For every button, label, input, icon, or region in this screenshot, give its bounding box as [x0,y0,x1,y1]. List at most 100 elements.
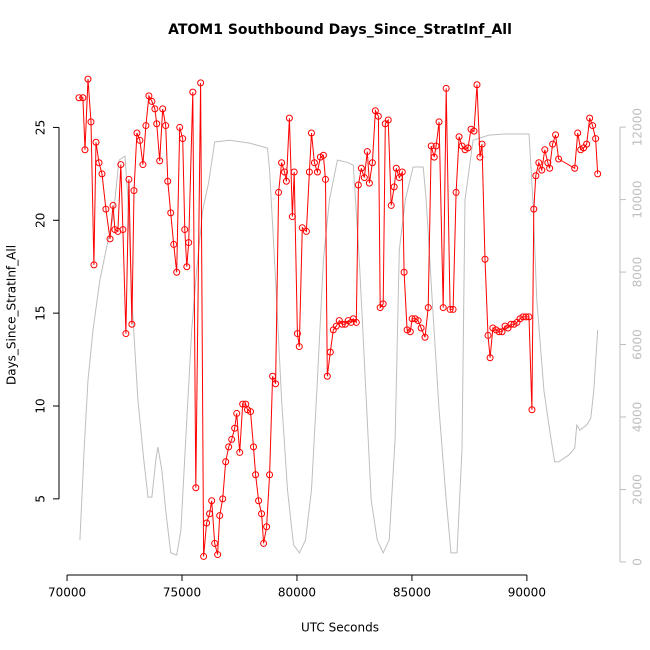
point [145,92,153,100]
point [231,424,239,432]
x-tick-label: 85000 [393,586,431,600]
point [208,497,216,505]
x-tick-label: 90000 [508,586,546,600]
point [203,519,211,527]
point [192,484,200,492]
point [269,372,277,380]
point [176,123,184,131]
point [417,324,425,332]
y-tick-label: 10 [34,398,48,413]
x-axis-label: UTC Seconds [301,621,379,635]
point [181,226,189,234]
point [272,380,280,388]
point [288,213,296,221]
point [390,183,398,191]
point [148,97,156,105]
point [75,94,83,102]
point [552,131,560,139]
point [228,435,236,443]
point [282,177,290,185]
point [455,133,463,141]
point [109,201,117,209]
point [122,330,130,338]
y-tick-label: 15 [34,306,48,321]
point [179,135,187,143]
point [102,205,110,213]
point [326,348,334,356]
point [295,343,303,351]
point [173,268,181,276]
point [571,164,579,172]
point [164,177,172,185]
point [384,116,392,124]
point [400,268,408,276]
point [395,174,403,182]
point [290,168,298,176]
point [427,142,435,150]
y-tick-label: 5 [34,495,48,503]
point [338,320,346,328]
point [478,140,486,148]
point [266,471,274,479]
point [398,168,406,176]
point [592,135,600,143]
point [522,313,530,321]
point [260,539,268,547]
point [92,138,100,146]
point [185,239,193,247]
point [408,315,416,323]
point [484,331,492,339]
x-tick-label: 80000 [278,586,316,600]
point [255,497,263,505]
point [216,512,224,520]
point [449,305,457,313]
point [206,510,214,518]
point [583,140,591,148]
x-tick-label: 75000 [163,586,201,600]
point [214,551,222,559]
point [98,170,106,178]
point [151,105,159,113]
point [225,443,233,451]
point [525,313,533,321]
point [252,471,260,479]
point [90,261,98,269]
point [546,164,554,172]
point [538,166,546,174]
y2-tick-label: 2000 [631,474,645,505]
point [319,151,327,159]
point [528,406,536,414]
point [275,188,283,196]
point [233,409,241,417]
point [476,153,484,161]
point [298,224,306,232]
point [307,129,315,137]
point [421,333,429,341]
point [594,170,602,178]
point [530,205,538,213]
point [332,322,340,330]
point [535,159,543,167]
y2-tick-label: 12000 [631,108,645,146]
point [368,159,376,167]
point [555,155,563,163]
y2-tick-label: 4000 [631,402,645,433]
chart-title: ATOM1 Southbound Days_Since_StratInf_All [168,22,512,38]
point [130,187,138,195]
point [365,179,373,187]
point [406,328,414,336]
point [159,105,167,113]
point [357,164,365,172]
point [486,354,494,362]
point [285,114,293,122]
point [106,235,114,243]
point [379,300,387,308]
point [313,168,321,176]
point [432,142,440,150]
point [142,122,150,130]
point [128,320,136,328]
point [470,127,478,135]
point [139,161,147,169]
point [263,523,271,531]
